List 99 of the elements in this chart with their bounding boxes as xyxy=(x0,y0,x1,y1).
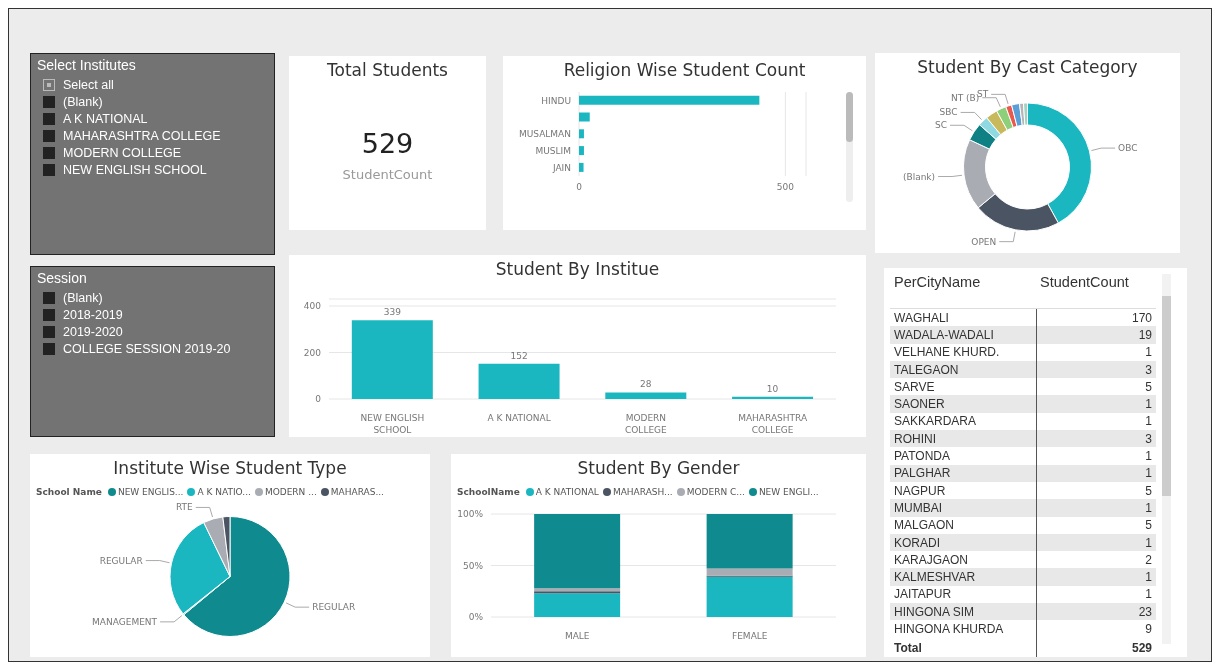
data-label: 1 xyxy=(1144,534,1153,552)
y-tick-label: MUSLIM xyxy=(535,145,571,156)
category-label: (Blank) xyxy=(63,290,103,305)
text: PerCityName xyxy=(890,274,1037,309)
data-label: 5 xyxy=(1144,378,1153,396)
y-tick-label: 50% xyxy=(462,560,484,571)
data-label: 5 xyxy=(1144,482,1153,500)
slice-label: REGULAR xyxy=(99,555,143,566)
category-label: PALGHAR xyxy=(890,464,1037,482)
legend-label: MODERN C... xyxy=(685,487,745,497)
category-label: WADALA-WADALI xyxy=(890,326,1037,344)
data-label: 1 xyxy=(1144,344,1153,361)
category-label: HINGONA SIM xyxy=(890,603,1037,621)
chart-title: Institute Wise Student Type xyxy=(112,457,348,480)
y-tick-label: MUSALMAN xyxy=(518,129,571,140)
legend-label: NEW ENGLI... xyxy=(757,487,819,497)
category-label: NAGPUR xyxy=(890,481,1037,500)
text: MODERN ... xyxy=(263,487,317,497)
text: Session xyxy=(37,270,88,286)
slice-label: SBC xyxy=(939,107,958,118)
slice-label: REGULAR xyxy=(312,602,356,613)
data-label: 1 xyxy=(1144,569,1153,586)
category-label: KARAJGAON xyxy=(890,551,1037,569)
text: NEW ENGLIS... xyxy=(116,487,184,497)
slice-label: RTE xyxy=(175,502,193,513)
data-label: 1 xyxy=(1144,448,1153,465)
category-label: A K NATIONAL xyxy=(63,111,148,126)
y-tick-label: 200 xyxy=(303,347,322,358)
slice-label: OPEN xyxy=(971,236,997,247)
category-label: KORADI xyxy=(890,533,1037,552)
y-tick-label: 0% xyxy=(468,612,484,623)
x-tick-label: MALE xyxy=(564,631,590,641)
category-label: MAHARASHTRA COLLEGE xyxy=(63,128,221,143)
data-label: 9 xyxy=(1144,621,1153,638)
data-label: 152 xyxy=(510,350,528,361)
category-label: SARVE xyxy=(890,378,1037,396)
data-label: 1 xyxy=(1144,499,1153,517)
category-label: SAONER xyxy=(890,395,1037,413)
category-label: (Blank) xyxy=(63,94,103,109)
data-label: 28 xyxy=(640,379,652,390)
text: StudentCount xyxy=(1036,274,1156,309)
x-tick-label: A K NATIONAL xyxy=(487,413,551,423)
category-label: WAGHALI xyxy=(890,308,1037,327)
chart-title: Student By Institue xyxy=(494,258,661,281)
legend-title: School Name xyxy=(36,487,102,497)
category-label: ROHINI xyxy=(890,430,1037,448)
data-label: 5 xyxy=(1144,517,1153,534)
data-label: 1 xyxy=(1144,586,1153,604)
data-label: 2 xyxy=(1144,551,1153,569)
y-tick-label: 100% xyxy=(457,509,484,520)
category-label: MALGAON xyxy=(890,516,1037,534)
y-tick-label: 0 xyxy=(315,394,322,405)
y-tick-label: HINDU xyxy=(541,95,571,106)
data-label: 339 xyxy=(383,307,402,318)
category-label: JAITAPUR xyxy=(890,585,1037,604)
category-label: PATONDA xyxy=(890,447,1037,465)
category-label: 2019-2020 xyxy=(63,324,123,339)
category-label: MUMBAI xyxy=(890,499,1037,517)
text: StudentCount xyxy=(341,167,434,182)
data-label: 3 xyxy=(1144,430,1153,448)
category-label: NEW ENGLISH SCHOOL xyxy=(63,162,207,177)
chart-title: Student By Gender xyxy=(576,457,741,480)
slice-label: SC xyxy=(934,120,947,131)
chart-title: Student By Cast Category xyxy=(916,56,1139,79)
text: Total xyxy=(890,637,1037,658)
legend-title: SchoolName xyxy=(457,487,520,497)
text: Total Students xyxy=(326,59,449,82)
category-label: COLLEGE SESSION 2019-20 xyxy=(63,341,231,356)
data-label: 23 xyxy=(1137,603,1153,621)
text: 529 xyxy=(1130,639,1153,657)
x-tick-label: 500 xyxy=(776,182,795,193)
slice-label: (Blank) xyxy=(902,171,936,182)
category-label: MODERN COLLEGE xyxy=(63,145,182,160)
slice-label: MANAGEMENT xyxy=(92,616,158,627)
text: Select all xyxy=(63,77,114,92)
y-tick-label: JAIN xyxy=(551,162,571,173)
data-label: 10 xyxy=(766,383,779,394)
category-label: KALMESHVAR xyxy=(890,568,1037,586)
category-label: HINGONA KHURDA xyxy=(890,620,1037,638)
x-tick-label: NEW ENGLISH SCHOOL xyxy=(360,413,425,435)
text: A K NATIO... xyxy=(196,487,251,497)
text: Select Institutes xyxy=(37,57,137,73)
data-label: 1 xyxy=(1144,465,1153,482)
slice-label: OBC xyxy=(1118,143,1138,154)
data-label: 1 xyxy=(1144,413,1153,431)
y-tick-label: 400 xyxy=(303,301,322,312)
legend-label: A K NATIONAL xyxy=(534,487,599,497)
category-label: VELHANE KHURD. xyxy=(890,343,1037,361)
category-label: SAKKARDARA xyxy=(890,412,1037,431)
x-tick-label: MODERN COLLEGE xyxy=(625,413,668,435)
x-tick-label: FEMALE xyxy=(732,631,768,641)
chart-title: Religion Wise Student Count xyxy=(562,59,807,82)
x-tick-label: MAHARASHTRA COLLEGE xyxy=(738,413,808,435)
text: 529 xyxy=(360,128,415,159)
data-label: 170 xyxy=(1130,309,1153,327)
category-label: 2018-2019 xyxy=(63,307,123,322)
legend-label: MAHARASH... xyxy=(611,487,673,497)
category-label: TALEGAON xyxy=(890,360,1037,379)
text: MAHARAS... xyxy=(329,487,384,497)
